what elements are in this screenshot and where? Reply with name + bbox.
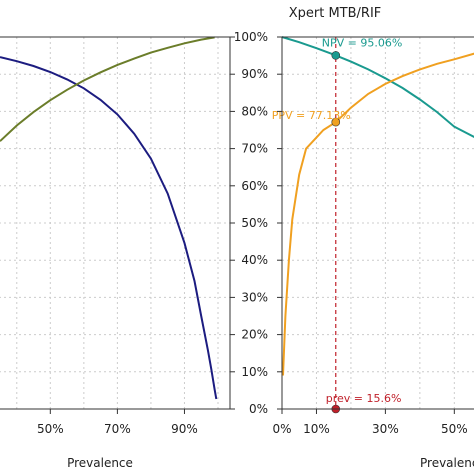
right-y-tick-label: 50% — [241, 216, 268, 230]
right-y-tick-label: 10% — [241, 365, 268, 379]
ppv-label: PPV = 77.13% — [272, 109, 351, 122]
right-y-tick-label: 100% — [234, 30, 268, 44]
left-grid — [0, 36, 230, 410]
right-y-tick-label: 20% — [241, 328, 268, 342]
prev-label: prev = 15.6% — [326, 392, 402, 405]
right-series-group — [281, 36, 474, 376]
left-x-tick-label: 70% — [104, 422, 131, 436]
right-chart-title: Xpert MTB/RIF — [289, 6, 382, 21]
left-x-tick-label: 90% — [171, 422, 198, 436]
right-y-tick-label: 90% — [241, 67, 268, 81]
right-x-tick-label: 30% — [372, 422, 399, 436]
right-x-tick-label: 0% — [272, 422, 291, 436]
right-series-line-1 — [282, 52, 474, 376]
right-chart-panel: Xpert MTB/RIF NPV = 95.06% PPV = 77.13% pr… — [234, 6, 474, 470]
right-x-tick-label: 10% — [303, 422, 330, 436]
right-y-tick-label: 80% — [241, 104, 268, 118]
right-series-line-0 — [281, 36, 474, 139]
left-x-axis-label: Prevalence — [67, 456, 133, 470]
right-y-tick-label: 60% — [241, 179, 268, 193]
left-x-ticks: 50% 70% 90% — [37, 36, 235, 436]
right-x-axis-label: Prevalence — [420, 456, 474, 470]
left-x-tick-label: 50% — [37, 422, 64, 436]
right-y-tick-label: 40% — [241, 253, 268, 267]
left-series-line-1 — [0, 36, 215, 142]
right-x-tick-label: 50% — [441, 422, 468, 436]
left-series-group — [0, 36, 218, 400]
right-y-tick-label: 70% — [241, 142, 268, 156]
right-y-tick-label: 0% — [249, 402, 268, 416]
right-annotation-points: NPV = 95.06% PPV = 77.13% prev = 15.6% — [272, 36, 403, 414]
left-series-line-0 — [0, 56, 218, 400]
left-chart-panel: 50% 70% 90% Prevalence — [0, 36, 235, 470]
right-y-tick-label: 30% — [241, 290, 268, 304]
npv-label: NPV = 95.06% — [322, 36, 403, 49]
right-grid — [282, 36, 474, 410]
right-x-ticks: 0% 10% 30% 50% — [272, 409, 468, 436]
ppv-point — [331, 117, 341, 127]
npv-point — [331, 51, 341, 60]
right-y-ticks: 0% 10% 20% 30% 40% 50% 60% 70% 80% 90% 100% — [234, 30, 282, 416]
